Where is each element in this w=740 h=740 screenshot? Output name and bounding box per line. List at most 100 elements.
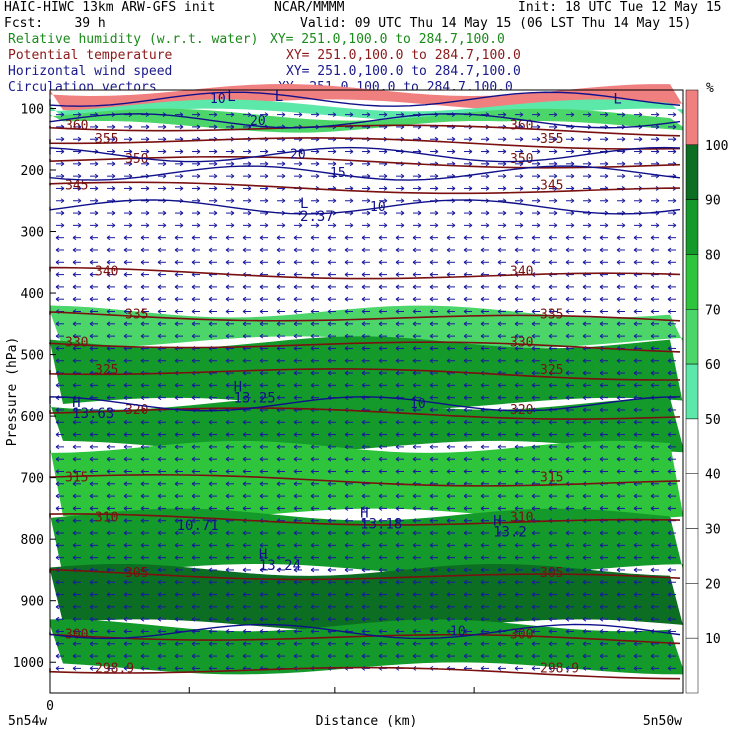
theta-label: 298.9 bbox=[540, 661, 579, 676]
wind-vector-head bbox=[208, 333, 213, 339]
wind-vector-head bbox=[548, 616, 553, 622]
wind-vector-head bbox=[89, 382, 94, 388]
wind-vector-head bbox=[463, 407, 468, 413]
wind-vector-head bbox=[463, 518, 468, 524]
wind-vector-head bbox=[140, 505, 145, 511]
wind-vector-head bbox=[310, 419, 315, 425]
wind-vector-head bbox=[565, 653, 570, 659]
wind-vector-head bbox=[145, 124, 150, 130]
wind-vector-head bbox=[242, 616, 247, 622]
wind-vector-head bbox=[582, 321, 587, 327]
wind-vector-head bbox=[293, 579, 298, 585]
wind-vector-head bbox=[140, 272, 145, 278]
wind-vector-head bbox=[633, 444, 638, 450]
wind-vector-head bbox=[179, 222, 184, 228]
wind-vector-head bbox=[264, 149, 269, 154]
wind-vector-head bbox=[191, 432, 196, 437]
wind-vector-head bbox=[548, 333, 553, 339]
wind-vector-head bbox=[633, 259, 638, 265]
wind-vector-head bbox=[242, 235, 247, 241]
wind-vector-head bbox=[247, 198, 252, 204]
wind-vector-head bbox=[123, 592, 128, 597]
wind-vector-head bbox=[123, 518, 128, 524]
theta-contour bbox=[49, 407, 681, 420]
wind-vector-head bbox=[616, 296, 621, 302]
wind-vector-head bbox=[497, 505, 502, 511]
extremum-label: 10.71 bbox=[177, 518, 219, 534]
wind-vector-head bbox=[310, 272, 315, 278]
x-end-label: 5n50w bbox=[643, 714, 682, 729]
wind-vector-head bbox=[412, 382, 417, 388]
wind-vector-head bbox=[548, 653, 553, 659]
wind-vector-head bbox=[587, 222, 592, 228]
wind-vector-head bbox=[293, 604, 298, 610]
wind-vector-head bbox=[106, 542, 111, 548]
wind-vector-head bbox=[174, 530, 179, 536]
wind-vector-head bbox=[531, 346, 536, 351]
wind-vector-head bbox=[106, 665, 111, 671]
wind-vector-head bbox=[191, 309, 196, 314]
wind-vector-head bbox=[140, 493, 145, 499]
colorbar-segment bbox=[685, 254, 699, 310]
wind-vector-head bbox=[247, 222, 252, 228]
wind-vector-head bbox=[94, 124, 99, 130]
wind-vector-head bbox=[616, 382, 621, 388]
wind-vector-head bbox=[565, 444, 570, 450]
wind-vector-head bbox=[599, 579, 604, 585]
wind-vector-head bbox=[106, 419, 111, 425]
x-zero-label: 0 bbox=[46, 699, 54, 714]
wind-vector-head bbox=[531, 432, 536, 437]
wind-vector-head bbox=[599, 592, 604, 597]
wind-vector-head bbox=[179, 210, 184, 216]
wind-contour bbox=[49, 165, 681, 181]
wind-vector-head bbox=[55, 358, 60, 364]
wind-vector-head bbox=[293, 259, 298, 265]
wind-vector-head bbox=[395, 530, 400, 536]
wind-vector-head bbox=[650, 616, 655, 622]
wind-vector-head bbox=[55, 321, 60, 327]
wind-vector-head bbox=[191, 444, 196, 450]
wind-vector-head bbox=[616, 530, 621, 536]
wind-vector-head bbox=[123, 579, 128, 585]
wind-vector-head bbox=[536, 198, 541, 204]
wind-vector-head bbox=[106, 493, 111, 499]
wind-vector-head bbox=[310, 493, 315, 499]
wind-vector-head bbox=[531, 382, 536, 388]
wind-vector-head bbox=[446, 530, 451, 536]
wind-vector-head bbox=[548, 530, 553, 536]
y-tick-label: 1000 bbox=[13, 656, 44, 671]
wind-vector-head bbox=[395, 333, 400, 339]
wind-contour bbox=[49, 199, 681, 215]
wind-vector-head bbox=[514, 382, 519, 388]
wind-vector-head bbox=[123, 567, 128, 573]
wind-vector-head bbox=[298, 161, 303, 167]
wind-vector-head bbox=[77, 222, 82, 228]
wind-vector-head bbox=[55, 296, 60, 302]
wind-vector-head bbox=[514, 530, 519, 536]
wind-vector-head bbox=[378, 333, 383, 339]
wind-vector-head bbox=[259, 481, 264, 487]
wind-vector-head bbox=[230, 186, 235, 191]
wind-vector-head bbox=[497, 469, 502, 474]
wind-vector-head bbox=[514, 259, 519, 265]
wind-vector-head bbox=[174, 272, 179, 278]
wind-vector-head bbox=[548, 641, 553, 647]
wind-vector-head bbox=[383, 173, 388, 179]
wind-vector-head bbox=[429, 616, 434, 622]
wind-vector-head bbox=[361, 247, 366, 253]
wind-vector-head bbox=[106, 259, 111, 265]
wind-vector-head bbox=[327, 370, 332, 376]
wind-vector-head bbox=[208, 235, 213, 241]
wind-vector-head bbox=[667, 419, 672, 425]
wind-vector-head bbox=[378, 604, 383, 610]
wind-vector-head bbox=[672, 198, 677, 204]
wind-vector-head bbox=[259, 419, 264, 425]
wind-vector-head bbox=[587, 198, 592, 204]
wind-vector-head bbox=[480, 284, 485, 290]
wind-vector-head bbox=[497, 555, 502, 561]
wind-vector-head bbox=[315, 173, 320, 179]
wind-vector-head bbox=[55, 333, 60, 339]
wind-vector-head bbox=[633, 296, 638, 302]
wind-vector-head bbox=[281, 161, 286, 167]
theta-label: 325 bbox=[540, 363, 563, 378]
